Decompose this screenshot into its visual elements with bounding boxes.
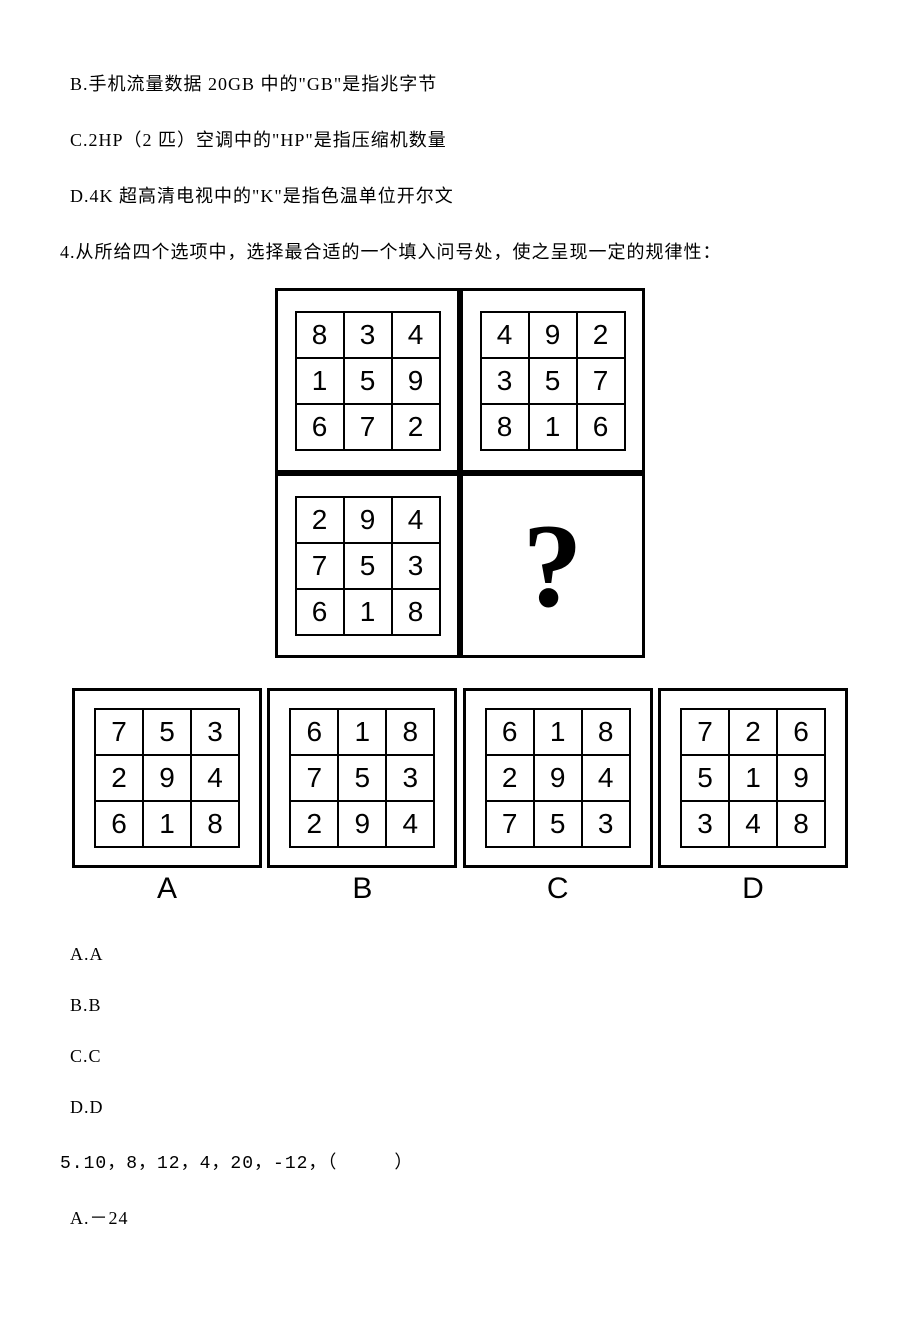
- grid-cell: 9: [392, 358, 440, 404]
- grid-cell: 3: [386, 755, 434, 801]
- q4-choice-b: B.B: [70, 995, 860, 1016]
- grid-cell: 2: [729, 709, 777, 755]
- grid-cell: 8: [481, 404, 529, 450]
- grid-cell: 6: [777, 709, 825, 755]
- answer-box-c: 618 294 753: [463, 688, 653, 868]
- grid-cell: 7: [296, 543, 344, 589]
- grid-cell: 3: [681, 801, 729, 847]
- grid-cell: 6: [95, 801, 143, 847]
- grid-cell: 9: [777, 755, 825, 801]
- grid-cell: 4: [582, 755, 630, 801]
- q4-main-grids: 834159672 492357816 294753618 ?: [60, 288, 860, 658]
- grid-cell: 3: [582, 801, 630, 847]
- grid-cell: 3: [191, 709, 239, 755]
- grid-cell: 4: [481, 312, 529, 358]
- label-d: D: [658, 872, 848, 906]
- grid-cell: 5: [681, 755, 729, 801]
- grid-bl: 294 753 618: [295, 496, 441, 636]
- grid-cell: 6: [486, 709, 534, 755]
- grid-cell: 3: [344, 312, 392, 358]
- grid-cell: 8: [296, 312, 344, 358]
- grid-cell: 9: [529, 312, 577, 358]
- grid-cell: 9: [534, 755, 582, 801]
- grid-cell: 5: [344, 543, 392, 589]
- grid-cell: 4: [392, 497, 440, 543]
- quad-top-right: 492 357 816: [460, 288, 645, 473]
- grid-cell: 7: [95, 709, 143, 755]
- grid-cell: 2: [577, 312, 625, 358]
- grid-cell: 8: [777, 801, 825, 847]
- q5-prompt: 5.10，8，12，4，20，-12，（ ）: [60, 1148, 860, 1174]
- grid-cell: 5: [143, 709, 191, 755]
- grid-cell: 5: [344, 358, 392, 404]
- option-c: C.2HP（2 匹）空调中的"HP"是指压缩机数量: [70, 126, 860, 152]
- grid-ans-c: 618 294 753: [485, 708, 631, 848]
- grid-cell: 1: [344, 589, 392, 635]
- grid-cell: 2: [296, 497, 344, 543]
- grid-cell: 9: [344, 497, 392, 543]
- option-d: D.4K 超高清电视中的"K"是指色温单位开尔文: [70, 182, 860, 208]
- grid-cell: 6: [296, 589, 344, 635]
- answer-box-a: 753 294 618: [72, 688, 262, 868]
- answer-box-b: 618 753 294: [267, 688, 457, 868]
- grid-cell: 7: [344, 404, 392, 450]
- grid-cell: 8: [386, 709, 434, 755]
- grid-cell: 1: [529, 404, 577, 450]
- grid-cell: 5: [534, 801, 582, 847]
- grid-cell: 3: [481, 358, 529, 404]
- grid-cell: 8: [191, 801, 239, 847]
- grid-cell: 2: [95, 755, 143, 801]
- grid-cell: 6: [296, 404, 344, 450]
- label-c: C: [463, 872, 653, 906]
- grid-cell: 8: [392, 589, 440, 635]
- grid-cell: 1: [338, 709, 386, 755]
- grid-cell: 6: [290, 709, 338, 755]
- grid-cell: 4: [392, 312, 440, 358]
- quad-bottom-left: 294 753 618: [275, 473, 460, 658]
- q4-choice-d: D.D: [70, 1097, 860, 1118]
- grid-cell: 9: [143, 755, 191, 801]
- grid-cell: 7: [681, 709, 729, 755]
- q4-choice-c: C.C: [70, 1046, 860, 1067]
- question-mark-icon: ?: [523, 506, 583, 626]
- q4-choice-a: A.A: [70, 944, 860, 965]
- grid-cell: 1: [296, 358, 344, 404]
- grid-cell: 2: [392, 404, 440, 450]
- grid-tl: 834 159 672: [295, 311, 441, 451]
- grid-cell: 9: [338, 801, 386, 847]
- answer-box-d: 726 519 348: [658, 688, 848, 868]
- q4-answer-row: 753294618 618753294 618294753 726519348: [60, 688, 860, 868]
- grid-cell: 3: [392, 543, 440, 589]
- q4-answer-labels: A B C D: [60, 872, 860, 906]
- grid-cell: 4: [386, 801, 434, 847]
- grid-tr: 492 357 816: [480, 311, 626, 451]
- q4-prompt: 4.从所给四个选项中，选择最合适的一个填入问号处，使之呈现一定的规律性：: [60, 238, 860, 264]
- grid-cell: 2: [486, 755, 534, 801]
- grid-cell: 1: [534, 709, 582, 755]
- grid-cell: 4: [191, 755, 239, 801]
- grid-cell: 4: [729, 801, 777, 847]
- grid-cell: 6: [577, 404, 625, 450]
- grid-cell: 1: [143, 801, 191, 847]
- grid-cell: 2: [290, 801, 338, 847]
- grid-cell: 5: [529, 358, 577, 404]
- grid-cell: 5: [338, 755, 386, 801]
- label-a: A: [72, 872, 262, 906]
- label-b: B: [267, 872, 457, 906]
- grid-cell: 8: [582, 709, 630, 755]
- grid-ans-d: 726 519 348: [680, 708, 826, 848]
- option-b: B.手机流量数据 20GB 中的"GB"是指兆字节: [70, 70, 860, 96]
- grid-cell: 7: [486, 801, 534, 847]
- quad-bottom-right: ?: [460, 473, 645, 658]
- grid-ans-b: 618 753 294: [289, 708, 435, 848]
- grid-cell: 7: [577, 358, 625, 404]
- grid-cell: 7: [290, 755, 338, 801]
- quad-top-left: 834 159 672: [275, 288, 460, 473]
- grid-cell: 1: [729, 755, 777, 801]
- q5-option-a: A.－24: [70, 1204, 860, 1230]
- q4-text-options: A.A B.B C.C D.D: [60, 944, 860, 1118]
- grid-ans-a: 753 294 618: [94, 708, 240, 848]
